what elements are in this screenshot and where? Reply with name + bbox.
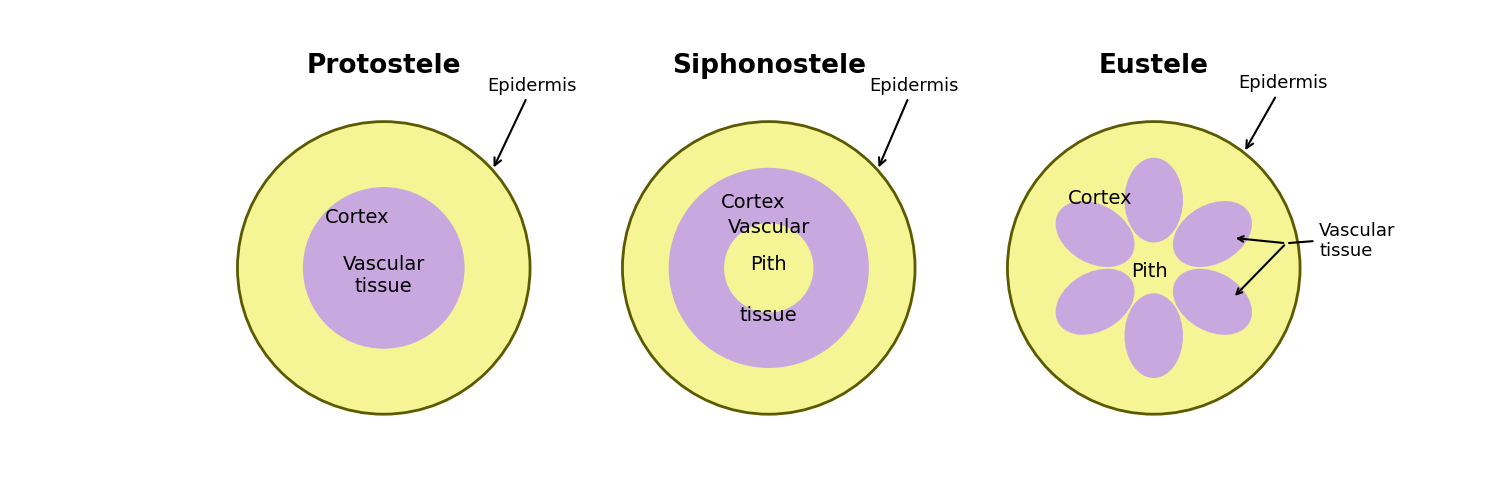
- Circle shape: [669, 168, 868, 368]
- Text: Pith: Pith: [750, 254, 788, 274]
- Text: Vascular
tissue: Vascular tissue: [342, 255, 424, 296]
- Ellipse shape: [1173, 269, 1252, 335]
- Circle shape: [1008, 122, 1300, 414]
- Text: tissue: tissue: [740, 306, 798, 325]
- Text: Epidermis: Epidermis: [488, 76, 578, 166]
- Circle shape: [303, 187, 465, 349]
- Text: Epidermis: Epidermis: [868, 76, 958, 166]
- Circle shape: [622, 122, 915, 414]
- Circle shape: [724, 223, 813, 312]
- Ellipse shape: [1056, 269, 1134, 335]
- Text: Siphonostele: Siphonostele: [672, 54, 865, 80]
- Text: Protostele: Protostele: [306, 54, 460, 80]
- Text: Cortex: Cortex: [324, 208, 388, 228]
- Text: Epidermis: Epidermis: [1239, 74, 1328, 148]
- Text: Cortex: Cortex: [1068, 189, 1132, 208]
- Circle shape: [237, 122, 530, 414]
- Text: Cortex: Cortex: [722, 193, 786, 212]
- Text: Eustele: Eustele: [1098, 54, 1209, 80]
- Ellipse shape: [1125, 158, 1184, 242]
- Text: Vascular
tissue: Vascular tissue: [1320, 222, 1396, 260]
- Text: Pith: Pith: [1131, 262, 1168, 281]
- Text: Vascular: Vascular: [728, 218, 810, 238]
- Ellipse shape: [1056, 201, 1134, 267]
- Ellipse shape: [1173, 201, 1252, 267]
- Ellipse shape: [1125, 294, 1184, 378]
